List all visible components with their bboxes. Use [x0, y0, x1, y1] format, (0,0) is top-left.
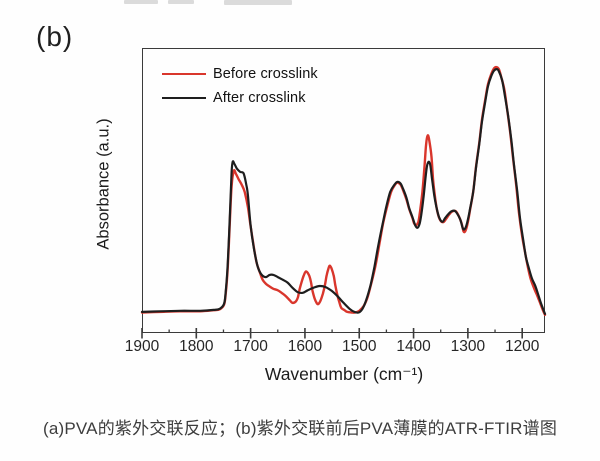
x-tick-label-1700: 1700 [233, 338, 268, 355]
y-axis-label: Absorbance (a.u.) [94, 118, 113, 250]
cropped-content-remnant [224, 0, 292, 5]
legend-label: After crosslink [213, 90, 306, 106]
panel-label-b: (b) [36, 21, 74, 52]
after-crosslink-line-swatch [162, 97, 206, 99]
x-tick-label-1900: 1900 [124, 338, 160, 355]
legend-label: Before crosslink [213, 66, 318, 82]
x-tick-label-1300: 1300 [450, 338, 486, 355]
before-crosslink-line-swatch [162, 73, 206, 75]
x-tick-label-1500: 1500 [342, 338, 377, 355]
cropped-content-remnant [124, 0, 158, 4]
legend-item-before-crosslink: Before crosslink [162, 62, 318, 86]
chart-legend: Before crosslink After crosslink [162, 62, 318, 110]
cropped-content-remnant [168, 0, 194, 4]
x-tick-label-1600: 1600 [287, 338, 323, 355]
x-tick-label-1200: 1200 [504, 338, 540, 355]
x-tick-label-1800: 1800 [179, 338, 214, 355]
after-crosslink-curve [140, 67, 547, 315]
legend-item-after-crosslink: After crosslink [162, 86, 318, 110]
x-axis-label: Wavenumber (cm⁻¹) [264, 364, 424, 384]
x-tick-label-1400: 1400 [396, 338, 431, 355]
plot-area [142, 48, 545, 333]
figure-caption: (a)PVA的紫外交联反应；(b)紫外交联前后PVA薄膜的ATR-FTIR谱图 [42, 419, 558, 438]
